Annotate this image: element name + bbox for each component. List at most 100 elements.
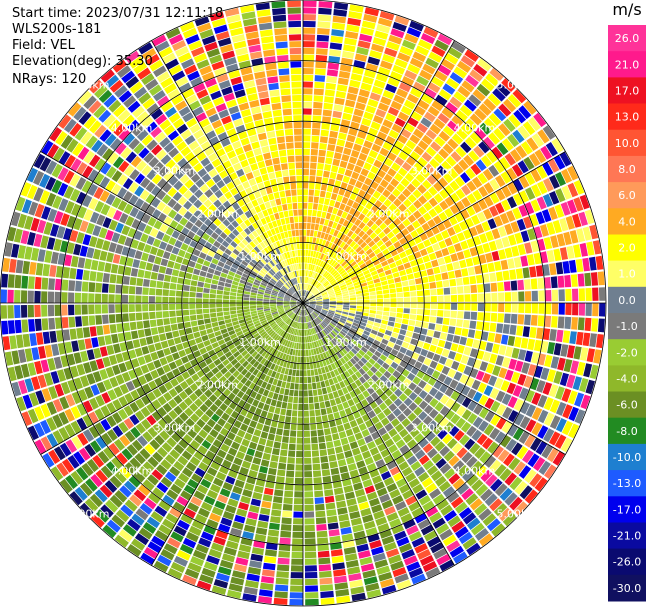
velocity-gate [460, 172, 471, 184]
velocity-gate [326, 150, 334, 158]
velocity-gate [327, 413, 335, 421]
velocity-gate [216, 294, 223, 299]
velocity-gate [253, 429, 262, 437]
velocity-gate [244, 454, 254, 463]
velocity-gate [384, 506, 396, 516]
velocity-gate [293, 321, 297, 328]
velocity-gate [388, 403, 398, 412]
velocity-gate [399, 251, 407, 259]
velocity-gate [127, 544, 142, 557]
velocity-gate [296, 363, 300, 370]
velocity-gate [315, 217, 321, 224]
velocity-gate [483, 195, 494, 207]
velocity-gate [272, 392, 279, 400]
velocity-gate [147, 456, 159, 468]
velocity-gate [283, 316, 289, 322]
velocity-gate [349, 240, 357, 248]
velocity-gate [273, 349, 279, 357]
velocity-gate [343, 44, 356, 53]
velocity-gate [380, 383, 389, 392]
velocity-gate [439, 445, 451, 457]
velocity-gate [337, 403, 344, 411]
velocity-gate [156, 318, 164, 327]
velocity-gate [208, 548, 222, 559]
velocity-gate [390, 28, 405, 39]
velocity-gate [295, 336, 298, 343]
velocity-gate [552, 220, 562, 234]
velocity-gate [422, 63, 436, 75]
velocity-gate [65, 474, 78, 489]
velocity-gate [88, 411, 99, 424]
velocity-gate [363, 306, 370, 310]
velocity-gate [108, 314, 116, 324]
velocity-gate [361, 285, 369, 290]
velocity-gate [49, 330, 57, 343]
velocity-gate [99, 484, 113, 498]
velocity-gate [285, 333, 290, 340]
velocity-gate [231, 317, 238, 322]
velocity-gate [316, 245, 322, 252]
velocity-gate [221, 268, 229, 274]
velocity-gate [308, 294, 313, 299]
velocity-gate [498, 345, 507, 356]
velocity-gate [337, 389, 344, 397]
velocity-gate [471, 379, 481, 391]
velocity-gate [190, 439, 201, 450]
velocity-gate [314, 223, 320, 231]
velocity-gate [112, 254, 121, 264]
velocity-gate [441, 58, 455, 71]
velocity-gate [189, 309, 196, 315]
velocity-gate [225, 475, 236, 485]
velocity-gate [484, 493, 498, 507]
velocity-gate [325, 502, 336, 510]
velocity-gate [254, 335, 262, 341]
velocity-gate [325, 226, 332, 234]
velocity-gate [403, 303, 411, 308]
velocity-gate [450, 294, 458, 302]
velocity-gate [213, 358, 222, 366]
velocity-gate [202, 308, 210, 314]
velocity-gate [567, 199, 578, 214]
velocity-gate [278, 415, 286, 422]
velocity-gate [333, 271, 339, 278]
velocity-gate [398, 461, 409, 471]
velocity-gate [403, 291, 410, 297]
velocity-gate [448, 350, 457, 360]
velocity-gate [405, 495, 418, 506]
velocity-gate [353, 411, 361, 419]
velocity-gate [295, 376, 300, 383]
velocity-gate [321, 322, 327, 328]
velocity-gate [156, 464, 168, 476]
velocity-gate [303, 417, 310, 424]
velocity-gate [466, 425, 477, 437]
velocity-gate [517, 160, 529, 174]
velocity-gate [194, 398, 203, 408]
velocity-gate [177, 249, 186, 258]
velocity-gate [523, 100, 537, 115]
velocity-gate [321, 309, 328, 313]
velocity-gate [250, 310, 257, 315]
velocity-gate [335, 494, 345, 502]
velocity-gate [591, 318, 599, 332]
velocity-gate [230, 310, 237, 315]
velocity-gate [225, 407, 234, 416]
velocity-gate [546, 222, 556, 235]
velocity-gate [267, 338, 274, 345]
velocity-gate [131, 439, 143, 452]
velocity-gate [324, 365, 330, 373]
velocity-gate [336, 308, 343, 311]
velocity-gate [241, 438, 250, 447]
velocity-gate [355, 290, 363, 295]
velocity-gate [245, 333, 253, 340]
velocity-gate [321, 310, 328, 314]
velocity-gate [362, 390, 370, 398]
velocity-gate [265, 345, 272, 352]
velocity-gate [360, 146, 371, 155]
velocity-gate [268, 377, 274, 385]
velocity-gate [469, 247, 478, 257]
velocity-gate [531, 352, 540, 364]
velocity-gate [174, 384, 184, 394]
velocity-gate [437, 373, 447, 383]
velocity-gate [270, 308, 277, 312]
velocity-gate [531, 392, 542, 406]
